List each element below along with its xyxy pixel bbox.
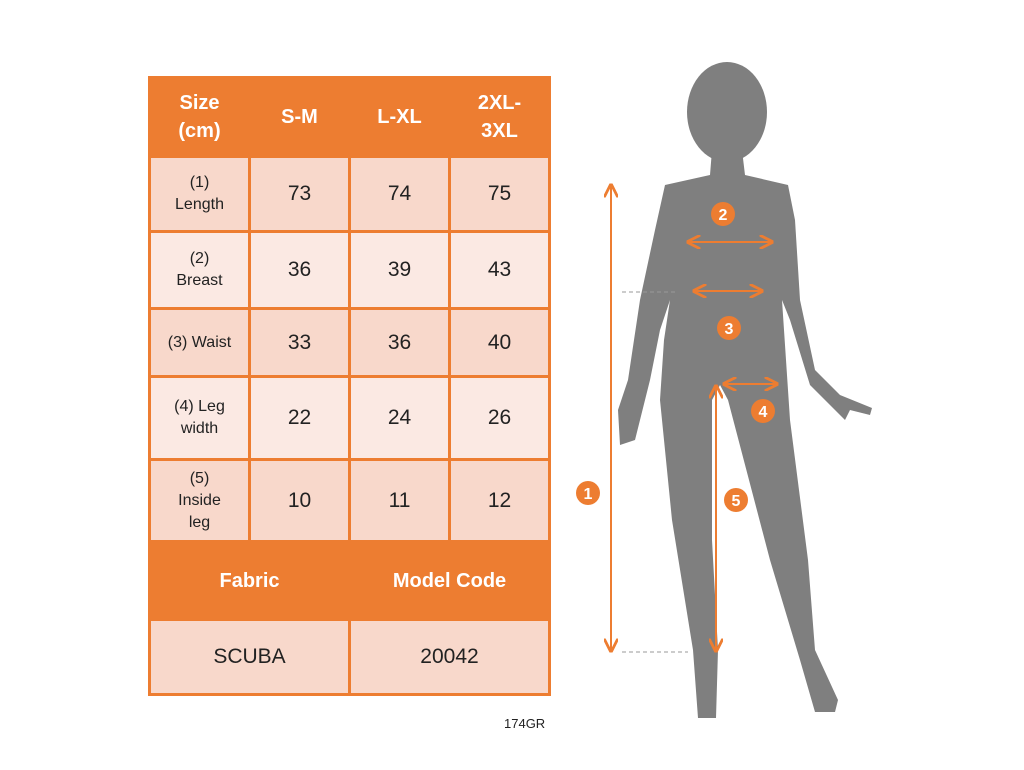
row-label-line: (2) xyxy=(189,250,210,267)
cell-value: 73 xyxy=(248,155,351,233)
table-row: (1) Length 73 74 75 xyxy=(148,155,551,233)
header-l-xl: L-XL xyxy=(348,76,451,158)
marker-5-circle xyxy=(724,488,748,512)
product-code-label: 174GR xyxy=(504,716,546,731)
measurement-markers: 1 2 3 4 5 xyxy=(576,202,775,512)
row-label-line: leg xyxy=(188,513,211,531)
marker-5: 5 xyxy=(732,493,741,510)
row-label: (1) Length xyxy=(148,155,251,233)
table-row: (4) Leg width 22 24 26 xyxy=(148,375,551,461)
marker-1-circle xyxy=(576,481,600,505)
row-label: (2) Breast xyxy=(148,230,251,310)
table-row: (5) Inside leg 10 11 12 xyxy=(148,458,551,543)
model-code-header: Model Code xyxy=(348,540,551,621)
marker-3: 3 xyxy=(725,321,734,338)
row-label: (5) Inside leg xyxy=(148,458,251,543)
header-line: (cm) xyxy=(178,120,221,142)
marker-1: 1 xyxy=(584,486,593,503)
row-label-line: Breast xyxy=(176,272,223,289)
cell-value: 12 xyxy=(448,458,551,543)
row-label-line: Inside xyxy=(178,491,221,509)
cell-value: 22 xyxy=(248,375,351,461)
row-label-line: width xyxy=(180,420,219,437)
model-code-value: 20042 xyxy=(348,618,551,696)
cell-value: 40 xyxy=(448,307,551,378)
cell-value: 24 xyxy=(348,375,451,461)
fabric-header: Fabric xyxy=(148,540,351,621)
cell-value: 74 xyxy=(348,155,451,233)
cell-value: 26 xyxy=(448,375,551,461)
row-label-line: (3) Waist xyxy=(167,333,232,351)
header-line: 3XL xyxy=(481,120,518,142)
silhouette xyxy=(618,62,872,718)
footer-header-row: Fabric Model Code xyxy=(148,540,551,621)
marker-3-circle xyxy=(717,316,741,340)
measurement-guides xyxy=(611,185,777,651)
row-label: (4) Leg width xyxy=(148,375,251,461)
fabric-value: SCUBA xyxy=(148,618,351,696)
cell-value: 43 xyxy=(448,230,551,310)
table-row: (2) Breast 36 39 43 xyxy=(148,230,551,310)
cell-value: 11 xyxy=(348,458,451,543)
cell-value: 75 xyxy=(448,155,551,233)
row-label-line: (4) Leg xyxy=(174,398,225,415)
silhouette-head xyxy=(687,62,767,162)
silhouette-body xyxy=(618,150,872,718)
cell-value: 36 xyxy=(348,307,451,378)
marker-2-circle xyxy=(711,202,735,226)
header-line: 2XL- xyxy=(477,92,522,114)
row-label-line: (1) xyxy=(189,174,210,191)
header-s-m: S-M xyxy=(248,76,351,158)
cell-value: 39 xyxy=(348,230,451,310)
header-line: Size xyxy=(179,92,220,114)
dashed-guides xyxy=(622,291,688,653)
cell-value: 36 xyxy=(248,230,351,310)
cell-value: 33 xyxy=(248,307,351,378)
row-label-line: Length xyxy=(175,196,224,213)
row-label-line: (5) xyxy=(189,469,210,487)
cell-value: 10 xyxy=(248,458,351,543)
footer-value-row: SCUBA 20042 xyxy=(148,618,551,696)
marker-2: 2 xyxy=(719,207,728,224)
header-2xl-3xl: 2XL- 3XL xyxy=(448,76,551,158)
marker-4: 4 xyxy=(759,404,768,421)
size-chart-table: Size (cm) S-M L-XL 2XL- 3XL (1) Length 73 7… xyxy=(148,76,551,696)
table-header-row: Size (cm) S-M L-XL 2XL- 3XL xyxy=(148,76,551,158)
row-label: (3) Waist xyxy=(148,307,251,378)
marker-4-circle xyxy=(751,399,775,423)
table-row: (3) Waist 33 36 40 xyxy=(148,307,551,378)
header-size-cm: Size (cm) xyxy=(148,76,251,158)
